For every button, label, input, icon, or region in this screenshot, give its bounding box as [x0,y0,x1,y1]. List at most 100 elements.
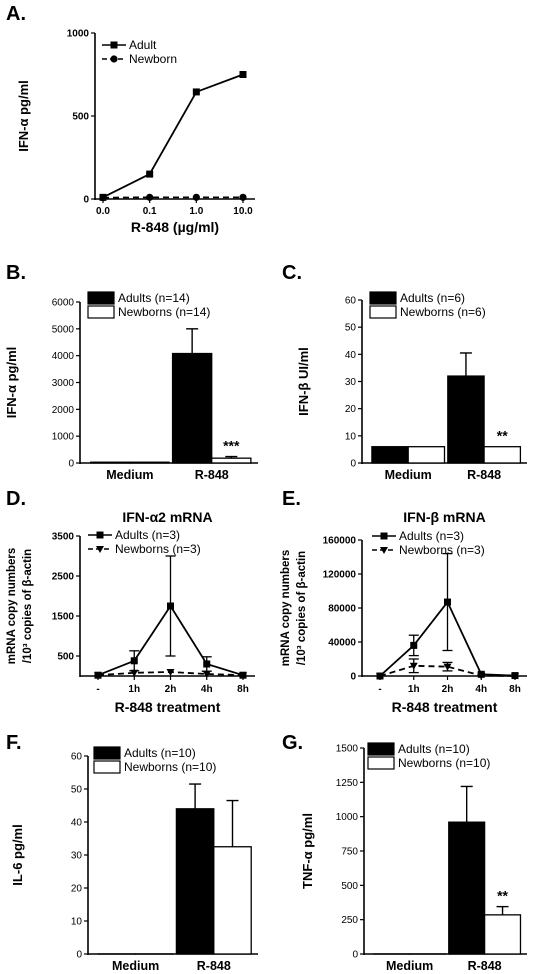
series-0 [376,552,519,680]
legend-swatch [87,291,115,305]
legend-label: Newborns (n=3) [399,543,485,557]
x-tick-label: 2h [165,684,177,695]
x-tick-label: 4h [475,684,487,695]
data-point-marker [202,671,211,678]
legend-label: Newborns (n=3) [115,542,201,556]
legend-label: Newborns (n=14) [118,305,210,319]
series-1 [99,193,247,202]
x-category-label: R-848 [195,468,229,482]
legend: Adults (n=14)Newborns (n=14) [87,291,210,319]
y-tick-label: 0 [352,950,358,961]
x-category-label: Medium [385,468,432,482]
y-tick-label: 0 [350,672,356,683]
legend-swatch [369,305,397,319]
y-tick-label: 0 [76,950,82,961]
y-axis-label: TNF-α pg/ml [300,813,315,889]
bar [447,375,485,464]
data-point-marker [94,672,102,680]
legend-label: Adults (n=14) [118,291,190,305]
data-point-marker [203,660,211,668]
series-0 [373,785,486,955]
legend-label: Newborn [129,52,177,66]
legend-label: Newborns (n=10) [398,756,490,770]
x-tick-label: 0.0 [96,206,110,217]
x-ticks: 0.0 0.1 1.0 10.0 [96,199,253,217]
y-tick-label: 0 [83,195,89,206]
x-tick-label: 0.1 [143,206,157,217]
x-category-label: R-848 [197,959,231,973]
series-1 [129,455,252,464]
y-tick-label: 1500 [52,612,75,623]
significance-marker: ** [497,428,508,444]
x-tick-label: - [378,684,381,695]
data-point-marker [99,194,107,202]
data-point-marker [239,672,247,680]
panel-label-d: D. [6,488,26,510]
x-ticks: - 1h 2h 4h 8h [96,676,249,695]
legend-label: Adults (n=3) [115,528,180,542]
y-tick-label: 160000 [323,536,357,547]
data-point-marker [192,193,200,201]
data-point-marker [146,193,154,201]
panel-label-e: E. [282,488,301,510]
y-tick-label: 20 [345,404,357,415]
y-axis-label: mRNA copy numbers [280,550,292,667]
data-point-marker [130,669,139,677]
bar [483,914,522,955]
series-0 [371,352,485,464]
x-category-label: R-848 [468,959,502,973]
x-category-label: Medium [106,468,153,482]
y-tick-label: 40 [71,818,83,829]
y-tick-label: 40000 [328,638,356,649]
data-point-marker [443,663,452,671]
y-tick-label: 30 [345,377,357,388]
legend-swatch [93,746,121,760]
y-tick-label: 1500 [336,744,359,755]
legend-swatch [93,760,121,774]
series-line [102,73,244,199]
data-point-marker [444,598,451,606]
legend-label: Newborns (n=10) [124,760,216,774]
series-0 [90,328,213,464]
legend: Adults (n=10)Newborns (n=10) [367,742,490,770]
y-tick-label: 2500 [52,572,75,583]
data-point-marker [380,532,388,540]
series-0 [97,783,215,955]
x-tick-label: 1h [128,684,140,695]
series-0 [94,555,247,679]
x-category-label: Medium [112,959,159,973]
legend-label: Adults (n=6) [400,291,465,305]
y-axis-label: IFN-β UI/ml [296,347,311,416]
x-tick-label: 4h [201,684,213,695]
data-point-marker [239,193,247,201]
x-category-label: R-848 [467,468,501,482]
x-axis-label: R-848 treatment [115,699,221,715]
y-tick-label: 10 [345,431,357,442]
panel-label-f: F. [6,732,22,754]
significance-marker: *** [223,438,240,454]
x-tick-label: - [96,684,99,695]
data-point-marker [166,669,175,676]
panel-e-axes: 0 40000 80000 120000 160000 [323,536,527,683]
data-point-marker [409,662,418,670]
series-1 [407,446,522,464]
y-tick-label: 20 [71,884,83,895]
x-tick-label: 2h [442,684,454,695]
y-tick-label: 3500 [52,532,75,543]
legend: Adults (n=10)Newborns (n=10) [93,746,216,774]
series-line [379,664,516,677]
data-point-marker [96,546,104,553]
series-1 [134,799,252,955]
panel-label-g: G. [282,732,303,754]
x-tick-label: 10.0 [233,206,253,217]
y-axis-label: mRNA copy numbers [6,548,18,665]
panel-label-b: B. [6,262,26,284]
legend-swatch [367,756,395,770]
data-point-marker [410,641,418,649]
y-tick-label: 50 [345,323,357,334]
y-tick-label: 3000 [52,378,75,389]
data-point-marker [239,71,247,78]
y-tick-label: 6000 [52,298,75,309]
y-tick-label: 1000 [52,432,75,443]
